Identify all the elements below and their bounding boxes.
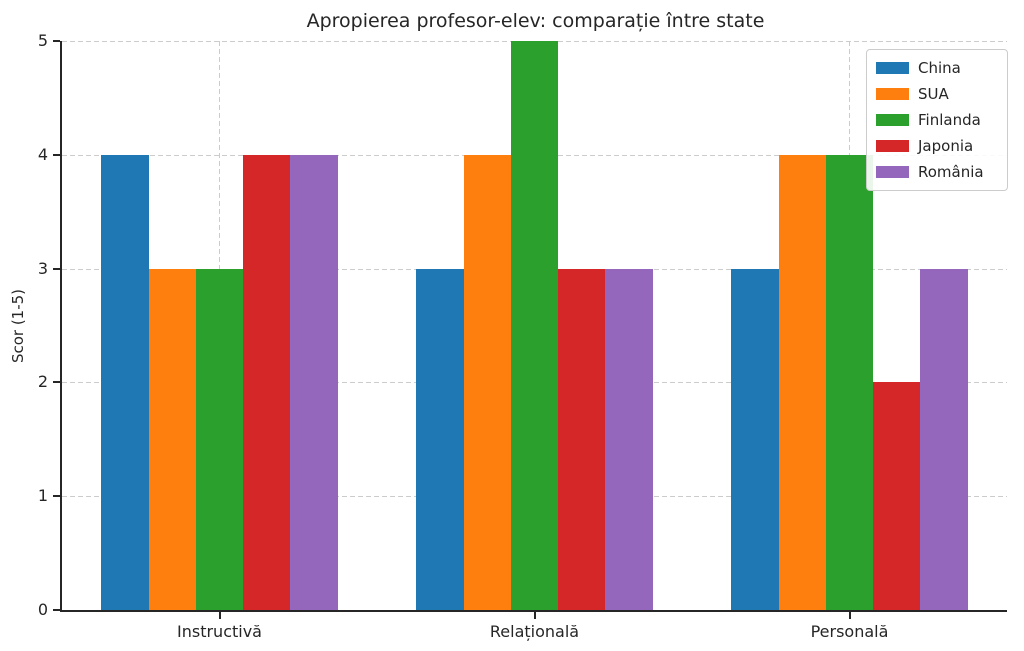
bar-japonia-relațională [558,268,606,610]
chart-title: Apropierea profesor-elev: comparație înt… [306,10,765,32]
bar-românia-personală [920,268,968,610]
y-tick-label-5: 5 [37,31,48,50]
legend-swatch-icon [876,62,909,74]
y-tick-label-1: 1 [37,486,48,506]
legend: China SUA Finlanda Japonia România [866,49,1008,191]
y-tick-label-3: 3 [37,258,48,278]
y-axis-label: Scor (1-5) [9,288,27,364]
bar-finlanda-relațională [510,41,559,610]
y-axis-tick [53,495,60,498]
bar-românia-instructivă [290,154,338,610]
legend-item-china: China [876,58,998,78]
x-axis-spine [60,610,1007,612]
legend-swatch-icon [876,140,909,152]
y-axis-spine [60,41,62,610]
y-axis-tick [53,40,60,42]
bar-românia-relațională [605,268,653,610]
y-tick-label-2: 2 [37,372,48,392]
x-axis-tick [533,612,536,619]
legend-item-japonia: Japonia [876,136,998,156]
legend-label: China [918,59,961,77]
legend-label: România [918,163,984,181]
y-axis-tick [53,609,60,611]
bar-finlanda-instructivă [195,268,244,610]
bar-china-instructivă [101,154,149,610]
legend-label: Finlanda [918,111,981,129]
x-axis-tick [218,612,221,619]
bar-china-relațională [416,268,464,610]
x-axis-tick [848,612,851,619]
y-axis-tick [53,381,60,384]
x-tick-label-1: Instructivă [177,622,262,641]
legend-label: SUA [918,85,949,103]
y-axis-tick [53,267,60,270]
plot-area: Instructivă Relațională Personală 0 1 2 3 4 5 [38,31,1007,641]
legend-item-finlanda: Finlanda [876,110,998,130]
y-tick-label-4: 4 [37,144,48,164]
legend-swatch-icon [876,166,909,178]
legend-item-sua: SUA [876,84,998,104]
bar-japonia-instructivă [243,154,291,610]
y-axis-tick [53,153,60,156]
bar-sua-personală [778,154,826,610]
bar-sua-relațională [463,154,511,610]
x-tick-label-2: Relațională [489,622,580,641]
legend-swatch-icon [876,88,909,100]
bar-japonia-personală [873,382,921,610]
bar-finlanda-personală [825,154,874,610]
bar-china-personală [731,268,779,610]
y-tick-label-0: 0 [37,600,48,619]
legend-item-românia: România [876,162,998,182]
legend-label: Japonia [918,137,974,155]
x-tick-label-3: Personală [810,622,889,641]
legend-swatch-icon [876,114,909,126]
bar-sua-instructivă [148,268,196,610]
